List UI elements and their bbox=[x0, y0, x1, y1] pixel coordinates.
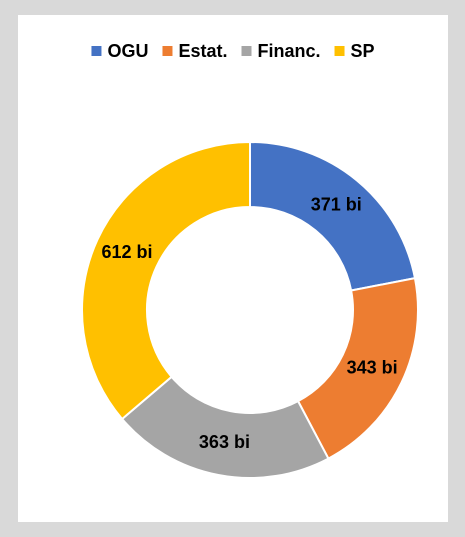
legend-swatch bbox=[334, 46, 345, 56]
data-label: 343 bi bbox=[347, 357, 398, 377]
legend: OGU Estat. Financ. SP bbox=[91, 41, 375, 61]
legend-label: OGU bbox=[107, 41, 148, 61]
legend-swatch bbox=[91, 46, 102, 56]
donut-segment bbox=[81, 140, 251, 421]
data-label: 371 bi bbox=[311, 194, 362, 214]
data-label: 612 bi bbox=[101, 242, 152, 262]
legend-label: Estat. bbox=[178, 41, 227, 61]
donut-segment bbox=[120, 375, 330, 479]
legend-label: SP bbox=[351, 41, 375, 61]
legend-swatch bbox=[162, 46, 173, 56]
legend-swatch bbox=[241, 46, 252, 56]
data-label: 363 bi bbox=[199, 432, 250, 452]
legend-label: Financ. bbox=[258, 41, 321, 61]
plot: 371 bi 343 bi 363 bi 612 bi bbox=[81, 140, 419, 479]
donut-segment bbox=[249, 140, 417, 292]
